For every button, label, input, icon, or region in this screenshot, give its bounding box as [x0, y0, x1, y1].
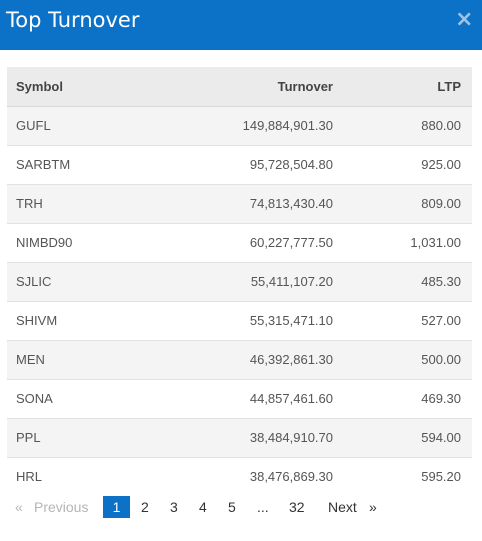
table-row: MEN 46,392,861.30 500.00	[7, 339, 472, 379]
page-button-4[interactable]: 4	[199, 499, 207, 515]
symbol-cell: SHIVM	[7, 300, 177, 340]
symbol-cell: TRH	[7, 183, 177, 223]
page-button-32[interactable]: 32	[289, 499, 305, 515]
symbol-cell: MEN	[7, 339, 177, 379]
page-button-1[interactable]: 1	[103, 496, 130, 518]
next-button[interactable]: Next	[328, 499, 357, 515]
turnover-cell: 60,227,777.50	[177, 222, 333, 262]
table-row: HRL 38,476,869.30 595.20	[7, 456, 472, 496]
ltp-cell: 469.30	[333, 378, 472, 418]
table-row: SJLIC 55,411,107.20 485.30	[7, 261, 472, 301]
page-button-5[interactable]: 5	[228, 499, 236, 515]
ltp-cell: 880.00	[333, 105, 472, 145]
ltp-cell: 594.00	[333, 417, 472, 457]
ltp-cell: 1,031.00	[333, 222, 472, 262]
ltp-cell: 485.30	[333, 261, 472, 301]
table-row: SARBTM 95,728,504.80 925.00	[7, 144, 472, 184]
column-header-turnover: Turnover	[177, 67, 333, 107]
previous-button: Previous	[34, 499, 89, 515]
prev-arrow-icon: «	[15, 499, 23, 515]
ltp-cell: 809.00	[333, 183, 472, 223]
turnover-cell: 74,813,430.40	[177, 183, 333, 223]
turnover-table: Symbol Turnover LTP GUFL 149,884,901.30 …	[7, 67, 472, 496]
turnover-cell: 38,476,869.30	[177, 456, 333, 496]
ltp-cell: 500.00	[333, 339, 472, 379]
table-row: TRH 74,813,430.40 809.00	[7, 183, 472, 223]
column-header-symbol: Symbol	[7, 67, 177, 107]
page-button-3[interactable]: 3	[170, 499, 178, 515]
table-header-row: Symbol Turnover LTP	[7, 67, 472, 107]
table-row: GUFL 149,884,901.30 880.00	[7, 105, 472, 145]
turnover-cell: 38,484,910.70	[177, 417, 333, 457]
turnover-table-container: Symbol Turnover LTP GUFL 149,884,901.30 …	[7, 67, 472, 496]
turnover-cell: 55,411,107.20	[177, 261, 333, 301]
symbol-cell: GUFL	[7, 105, 177, 145]
ltp-cell: 595.20	[333, 456, 472, 496]
modal-title: Top Turnover	[6, 8, 140, 32]
table-row: SONA 44,857,461.60 469.30	[7, 378, 472, 418]
close-icon[interactable]: ×	[455, 7, 474, 32]
ltp-cell: 925.00	[333, 144, 472, 184]
column-header-ltp: LTP	[333, 67, 472, 107]
symbol-cell: NIMBD90	[7, 222, 177, 262]
table-row: PPL 38,484,910.70 594.00	[7, 417, 472, 457]
symbol-cell: PPL	[7, 417, 177, 457]
table-row: SHIVM 55,315,471.10 527.00	[7, 300, 472, 340]
next-arrow-icon[interactable]: »	[369, 499, 377, 515]
symbol-cell: SONA	[7, 378, 177, 418]
symbol-cell: SARBTM	[7, 144, 177, 184]
pagination: « Previous 1 2 3 4 5 ... 32 Next »	[0, 496, 482, 518]
page-button-2[interactable]: 2	[141, 499, 149, 515]
turnover-cell: 95,728,504.80	[177, 144, 333, 184]
turnover-cell: 46,392,861.30	[177, 339, 333, 379]
pagination-ellipsis: ...	[257, 499, 269, 515]
table-row: NIMBD90 60,227,777.50 1,031.00	[7, 222, 472, 262]
symbol-cell: HRL	[7, 456, 177, 496]
turnover-cell: 149,884,901.30	[177, 105, 333, 145]
modal-header: Top Turnover ×	[0, 0, 482, 50]
turnover-cell: 44,857,461.60	[177, 378, 333, 418]
turnover-cell: 55,315,471.10	[177, 300, 333, 340]
symbol-cell: SJLIC	[7, 261, 177, 301]
ltp-cell: 527.00	[333, 300, 472, 340]
